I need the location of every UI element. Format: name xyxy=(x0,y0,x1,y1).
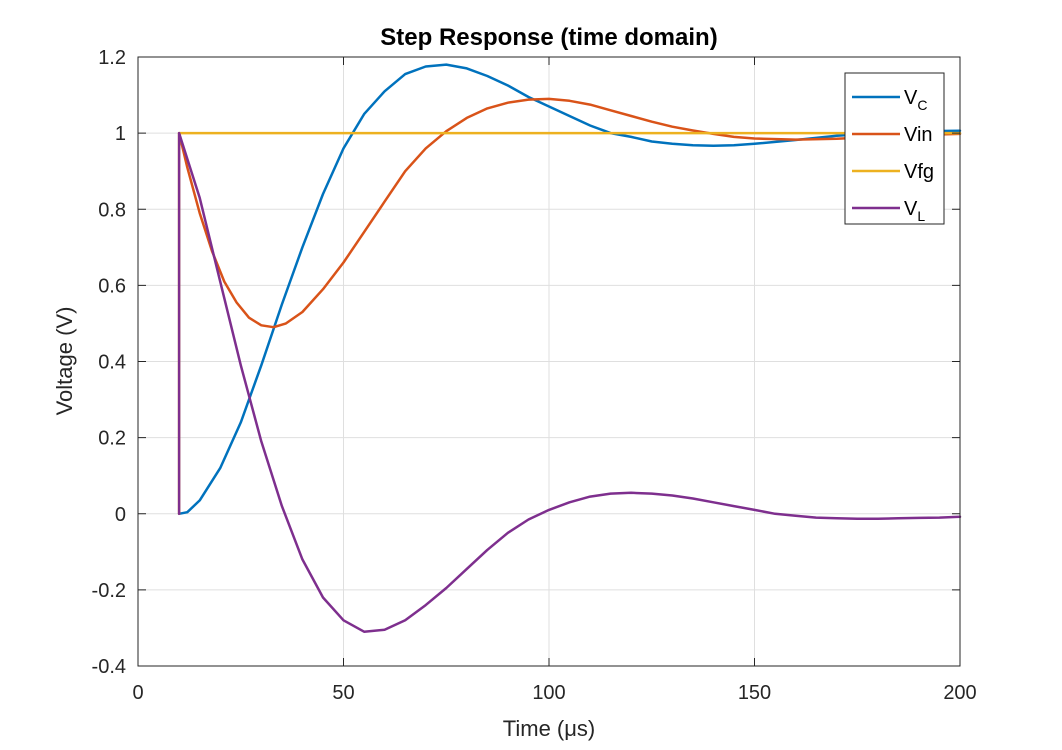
legend[interactable]: VC Vin Vfg VL xyxy=(844,72,945,225)
legend-box xyxy=(844,72,945,225)
y-tick-label: -0.4 xyxy=(92,656,126,678)
tick-labels: 0 50 100 150 200 -0.4 -0.2 0 0.2 0.4 0.6 0.8 1 1.2 xyxy=(92,47,977,704)
series-line-vl xyxy=(177,131,962,633)
x-tick-label: 200 xyxy=(943,682,976,704)
series-layer xyxy=(177,63,962,633)
series-line-vin xyxy=(177,97,962,329)
y-tick-label: 0.6 xyxy=(98,275,126,297)
legend-label-vin: Vin xyxy=(904,124,933,146)
y-tick-label: 1.2 xyxy=(98,47,126,69)
x-tick-label: 50 xyxy=(332,682,354,704)
y-tick-label: 0.8 xyxy=(98,199,126,221)
legend-label-vfg: Vfg xyxy=(904,161,934,183)
x-tick-label: 100 xyxy=(532,682,565,704)
y-tick-label: -0.2 xyxy=(92,580,126,602)
x-axis-label: Time (μs) xyxy=(503,716,596,741)
y-tick-label: 0 xyxy=(115,504,126,526)
x-tick-label: 150 xyxy=(738,682,771,704)
ticks xyxy=(137,56,961,667)
y-axis-label: Voltage (V) xyxy=(52,307,77,416)
y-tick-label: 0.4 xyxy=(98,352,126,374)
legend-label-vc: VC xyxy=(904,87,927,113)
y-tick-label: 0.2 xyxy=(98,428,126,450)
legend-label-vl: VL xyxy=(904,198,925,224)
x-tick-label: 0 xyxy=(132,682,143,704)
legend-items: VC Vin Vfg VL xyxy=(852,87,934,224)
series-line-vc xyxy=(177,63,962,516)
y-tick-label: 1 xyxy=(115,123,126,145)
chart-title: Step Response (time domain) xyxy=(380,24,717,51)
